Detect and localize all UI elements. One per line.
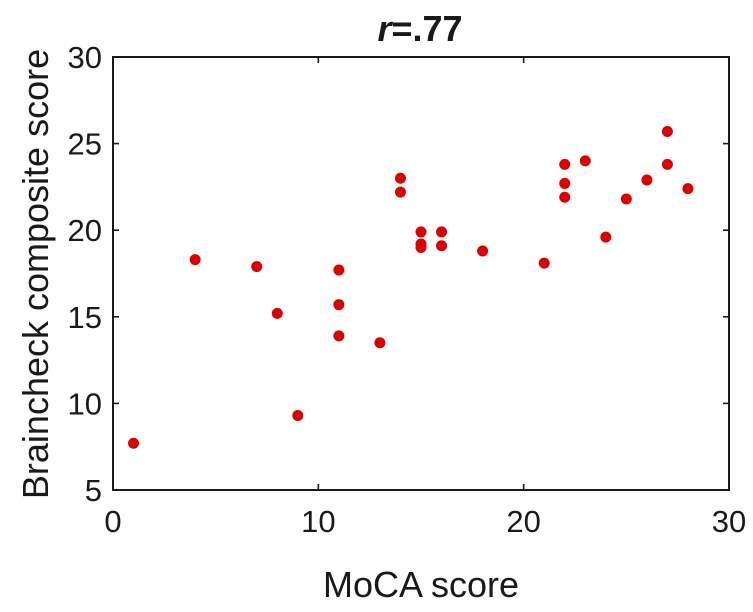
data-point — [333, 330, 345, 342]
data-point — [374, 337, 386, 349]
plot-area-frame — [112, 56, 730, 491]
data-point — [333, 264, 345, 276]
data-point — [394, 186, 406, 198]
x-tick-label: 10 — [301, 504, 335, 539]
data-point — [620, 193, 632, 205]
x-tick-label: 20 — [506, 504, 540, 539]
x-tick-label: 30 — [712, 504, 746, 539]
y-axis: 5 10 15 20 25 30 — [68, 40, 729, 508]
data-point — [682, 183, 694, 195]
chart-title: r=.77 — [377, 8, 462, 49]
y-axis-title: Braincheck composite score — [15, 49, 56, 499]
data-point — [661, 125, 673, 137]
data-point — [415, 242, 427, 254]
data-point — [251, 261, 263, 273]
data-point — [559, 177, 571, 189]
y-tick-label: 30 — [68, 40, 102, 75]
data-point — [559, 158, 571, 170]
data-points — [128, 125, 694, 449]
data-point — [600, 231, 612, 243]
y-tick-label: 25 — [68, 127, 102, 162]
data-point — [477, 245, 489, 257]
x-axis: 0 10 20 30 — [104, 57, 746, 539]
chart-title-value: =.77 — [391, 8, 462, 49]
data-point — [436, 240, 448, 252]
x-axis-title: MoCA score — [323, 564, 519, 605]
data-point — [538, 257, 550, 269]
x-tick-label: 0 — [104, 504, 121, 539]
data-point — [579, 155, 591, 167]
y-tick-label: 10 — [68, 386, 102, 421]
data-point — [292, 410, 304, 422]
data-point — [661, 158, 673, 170]
data-point — [271, 307, 283, 319]
y-tick-label: 5 — [85, 473, 102, 508]
chart-title-r: r — [377, 8, 393, 49]
data-point — [436, 226, 448, 238]
data-point — [189, 254, 201, 266]
data-point — [128, 437, 140, 449]
data-point — [415, 226, 427, 238]
y-tick-label: 15 — [68, 300, 102, 335]
data-point — [333, 299, 345, 311]
y-tick-label: 20 — [68, 213, 102, 248]
data-point — [394, 172, 406, 184]
data-point — [641, 174, 653, 186]
data-point — [559, 191, 571, 203]
